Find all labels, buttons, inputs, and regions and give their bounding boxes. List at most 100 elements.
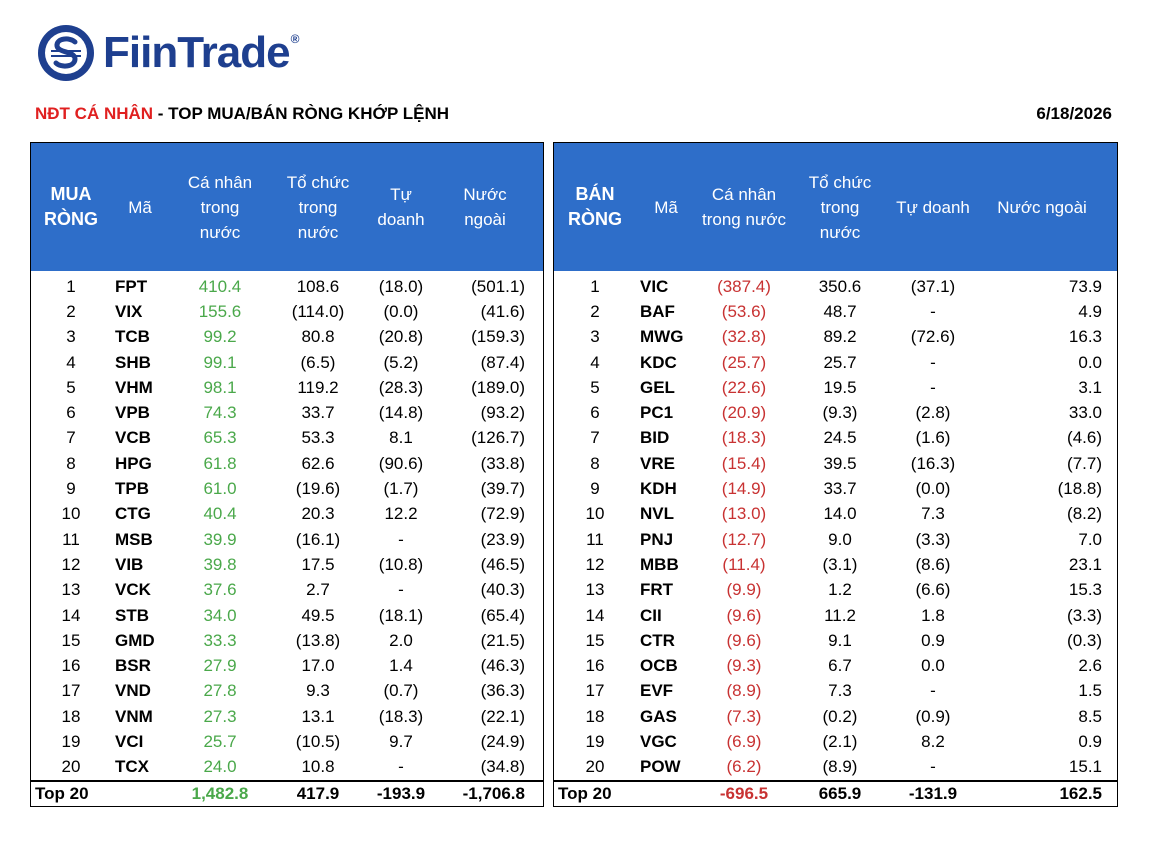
cell-rank: 6: [66, 403, 76, 423]
table-row: 6 VPB 74.3 33.7 (14.8) (93.2): [31, 400, 543, 425]
cell-proprietary: (0.0): [915, 479, 951, 499]
cell-ticker: TCB: [115, 327, 150, 347]
cell-individual: (22.6): [721, 377, 767, 397]
net-buy-header: MUA RÒNG Mã Cá nhân trong nước Tổ chức trong nướ…: [31, 143, 543, 271]
cell-foreign: 15.3: [1068, 580, 1102, 600]
cell-foreign: 2.6: [1078, 656, 1102, 676]
net-buy-table: MUA RÒNG Mã Cá nhân trong nước Tổ chức trong nướ…: [30, 142, 544, 807]
table-row: 2 VIX 155.6 (114.0) (0.0) (41.6): [31, 299, 543, 324]
cell-foreign: 23.1: [1068, 554, 1102, 574]
cell-institution: (2.1): [822, 731, 858, 751]
cell-rank: 16: [585, 656, 605, 676]
cell-foreign: (33.8): [480, 453, 525, 473]
table-row: 3 MWG (32.8) 89.2 (72.6) 16.3: [554, 325, 1117, 350]
cell-foreign: 33.0: [1068, 403, 1102, 423]
cell-individual: 37.6: [203, 580, 237, 600]
table-row: 7 BID (18.3) 24.5 (1.6) (4.6): [554, 426, 1117, 451]
cell-rank: 7: [66, 428, 76, 448]
cell-individual: 33.3: [203, 630, 237, 650]
cell-ticker: VPB: [115, 403, 150, 423]
cell-institution: 7.3: [828, 681, 852, 701]
cell-individual: (9.6): [726, 630, 762, 650]
cell-rank: 9: [590, 479, 600, 499]
cell-proprietary: -: [398, 529, 404, 549]
cell-ticker: NVL: [640, 504, 674, 524]
cell-rank: 14: [585, 605, 605, 625]
cell-proprietary: -: [930, 352, 936, 372]
cell-proprietary: (1.7): [383, 479, 419, 499]
cell-ticker: VCK: [115, 580, 151, 600]
cell-individual: 61.0: [203, 479, 237, 499]
cell-ticker: TCX: [115, 757, 149, 777]
cell-institution: 24.5: [823, 428, 857, 448]
table-row: 12 MBB (11.4) (3.1) (8.6) 23.1: [554, 552, 1117, 577]
cell-ticker: KDH: [640, 479, 677, 499]
title-rest: - TOP MUA/BÁN RÒNG KHỚP LỆNH: [153, 104, 450, 123]
cell-proprietary: (5.2): [383, 352, 419, 372]
table-row: 8 HPG 61.8 62.6 (90.6) (33.8): [31, 451, 543, 476]
table-row: 20 POW (6.2) (8.9) - 15.1: [554, 755, 1117, 780]
cell-foreign: (21.5): [480, 630, 525, 650]
table-row: 14 CII (9.6) 11.2 1.8 (3.3): [554, 603, 1117, 628]
cell-rank: 4: [590, 352, 600, 372]
cell-institution: (10.5): [295, 731, 341, 751]
buy-header-foreign: Nước ngoài: [463, 185, 507, 229]
cell-institution: 89.2: [823, 327, 857, 347]
total-individual: -696.5: [719, 783, 769, 803]
cell-foreign: (41.6): [480, 301, 525, 321]
cell-individual: 65.3: [203, 428, 237, 448]
cell-rank: 5: [590, 377, 600, 397]
total-institution: 665.9: [818, 783, 862, 803]
table-row: 20 TCX 24.0 10.8 - (34.8): [31, 755, 543, 780]
cell-individual: (9.6): [726, 605, 762, 625]
buy-header-individual: Cá nhân trong nước: [187, 172, 253, 242]
cell-proprietary: (90.6): [378, 453, 424, 473]
cell-ticker: PNJ: [640, 529, 674, 549]
cell-individual: 27.9: [203, 656, 237, 676]
cell-rank: 2: [66, 301, 76, 321]
cell-institution: (3.1): [822, 554, 858, 574]
cell-proprietary: 1.8: [921, 605, 945, 625]
table-row: 17 EVF (8.9) 7.3 - 1.5: [554, 679, 1117, 704]
cell-rank: 6: [590, 403, 600, 423]
cell-proprietary: 9.7: [389, 731, 413, 751]
cell-proprietary: (0.0): [383, 301, 419, 321]
cell-ticker: VCB: [115, 428, 151, 448]
cell-foreign: 0.9: [1078, 731, 1102, 751]
table-row: 11 PNJ (12.7) 9.0 (3.3) 7.0: [554, 527, 1117, 552]
cell-proprietary: -: [930, 681, 936, 701]
cell-foreign: (72.9): [480, 504, 525, 524]
total-rank: Top 20: [558, 783, 612, 803]
cell-institution: 39.5: [823, 453, 857, 473]
table-row: 5 VHM 98.1 119.2 (28.3) (189.0): [31, 375, 543, 400]
cell-rank: 18: [585, 706, 605, 726]
cell-proprietary: (0.9): [915, 706, 951, 726]
cell-ticker: MSB: [115, 529, 153, 549]
sell-header-proprietary: Tự doanh: [896, 197, 970, 217]
cell-foreign: 73.9: [1068, 276, 1102, 296]
table-row: 15 GMD 33.3 (13.8) 2.0 (21.5): [31, 628, 543, 653]
cell-proprietary: 8.2: [921, 731, 945, 751]
table-row: 2 BAF (53.6) 48.7 - 4.9: [554, 299, 1117, 324]
table-row: 19 VGC (6.9) (2.1) 8.2 0.9: [554, 729, 1117, 754]
cell-rank: 13: [585, 580, 605, 600]
cell-ticker: POW: [640, 757, 681, 777]
cell-foreign: (39.7): [480, 479, 525, 499]
cell-individual: (12.7): [721, 529, 767, 549]
total-institution: 417.9: [296, 783, 340, 803]
cell-foreign: 15.1: [1068, 757, 1102, 777]
cell-institution: (6.5): [300, 352, 336, 372]
cell-foreign: (46.3): [480, 656, 525, 676]
cell-institution: 350.6: [818, 276, 862, 296]
table-row: 4 KDC (25.7) 25.7 - 0.0: [554, 350, 1117, 375]
cell-institution: 10.8: [301, 757, 335, 777]
cell-rank: 9: [66, 479, 76, 499]
cell-proprietary: 12.2: [384, 504, 418, 524]
buy-header-ticker: Mã: [128, 197, 152, 217]
cell-ticker: VRE: [640, 453, 675, 473]
cell-proprietary: (1.6): [915, 428, 951, 448]
cell-rank: 19: [61, 731, 81, 751]
total-proprietary: -193.9: [376, 783, 426, 803]
cell-foreign: (87.4): [480, 352, 525, 372]
table-row: 1 VIC (387.4) 350.6 (37.1) 73.9: [554, 274, 1117, 299]
